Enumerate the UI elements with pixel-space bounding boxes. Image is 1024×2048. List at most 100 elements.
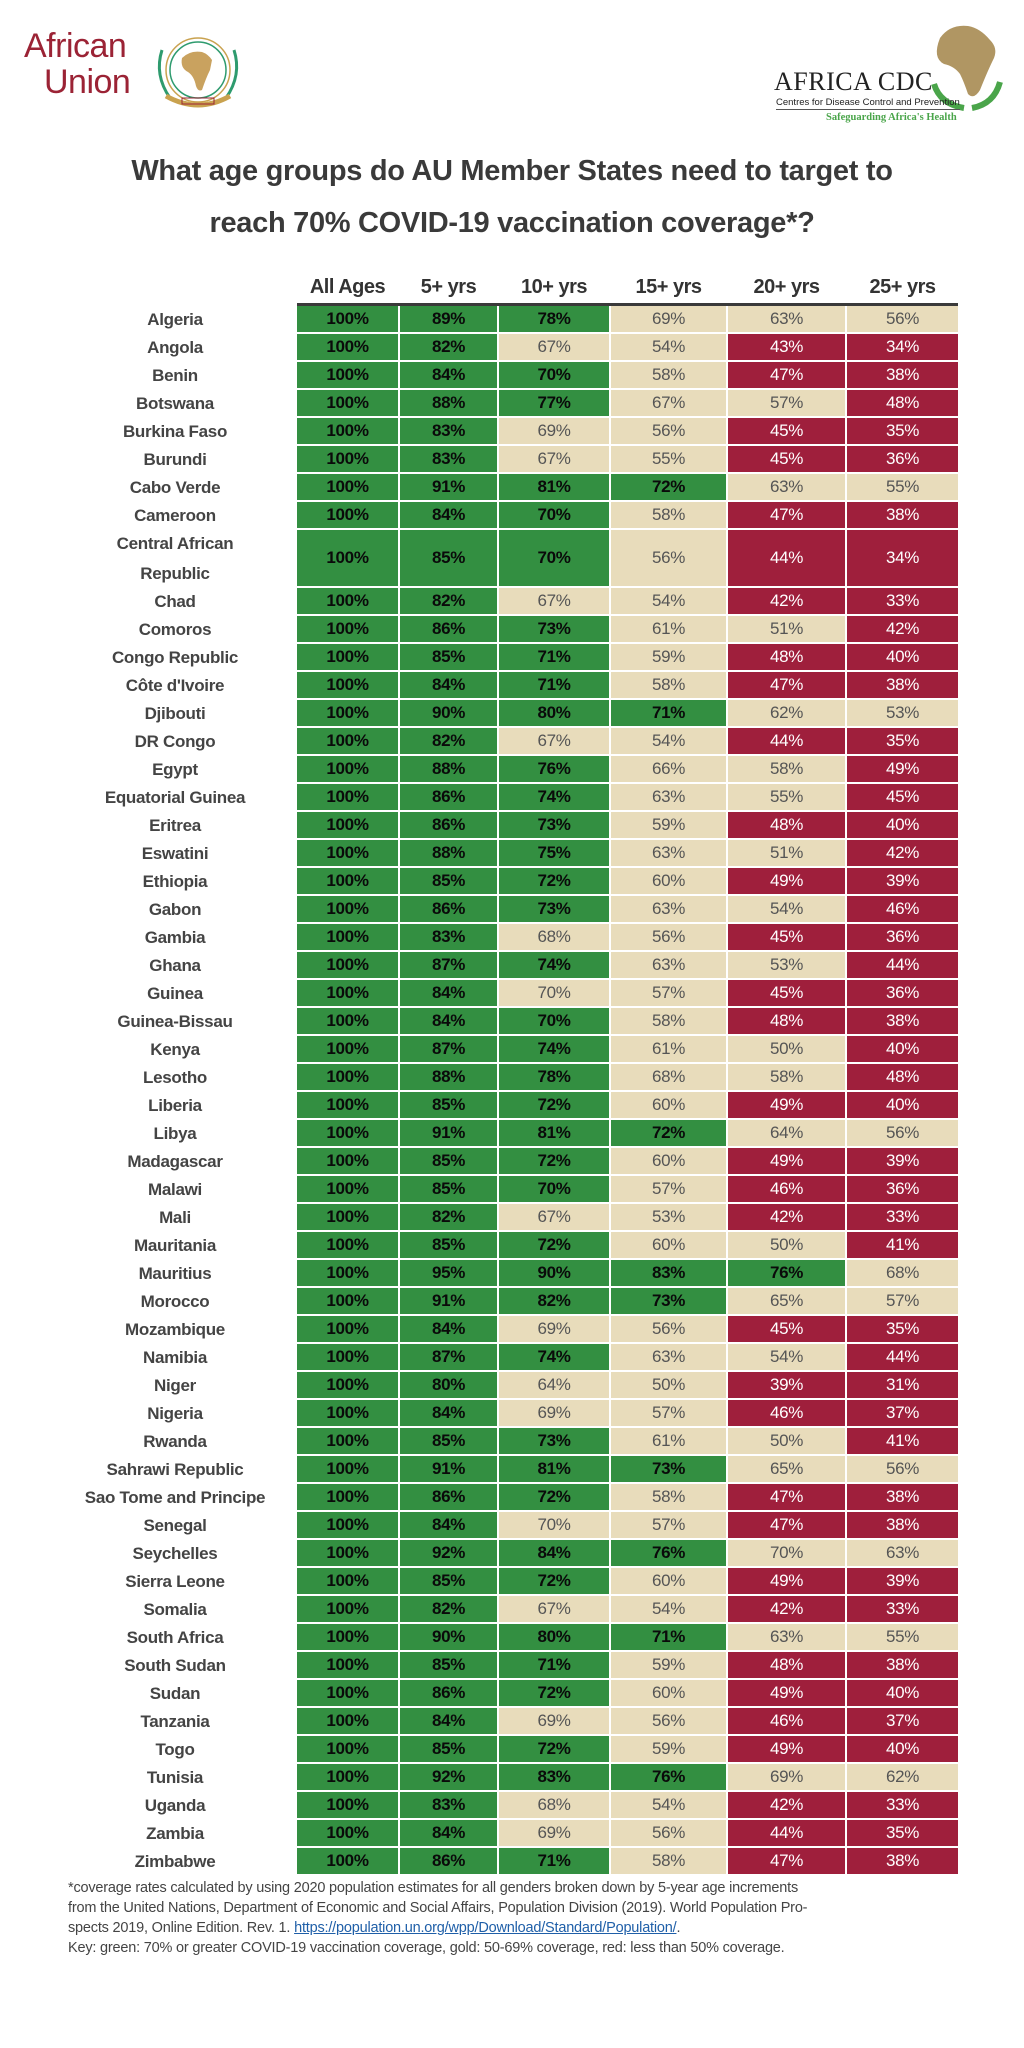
coverage-cell: 34% <box>847 530 958 586</box>
footnote-line-1: *coverage rates calculated by using 2020… <box>68 1880 799 1896</box>
coverage-cell: 85% <box>400 1232 497 1258</box>
coverage-cell: 45% <box>847 784 958 810</box>
coverage-cell: 78% <box>499 306 609 332</box>
country-name: Burundi <box>143 450 207 469</box>
un-population-link[interactable]: https://population.un.org/wpp/Download/S… <box>294 1920 677 1936</box>
table-row: Togo 100% 85% 72% 59% 49% 40% <box>60 1736 960 1764</box>
coverage-cell: 59% <box>611 1652 726 1678</box>
coverage-cell: 54% <box>611 728 726 754</box>
column-header: 10+ yrs <box>520 276 588 298</box>
title-line-2: reach 70% COVID-19 vaccination coverage*… <box>209 207 815 239</box>
country-name: Mauritius <box>138 1264 212 1283</box>
coverage-cell: 60% <box>611 1148 726 1174</box>
coverage-cell: 83% <box>499 1764 609 1790</box>
coverage-cell: 58% <box>728 1064 845 1090</box>
table-row: Eritrea 100% 86% 73% 59% 48% 40% <box>60 812 960 840</box>
coverage-cell: 100% <box>297 728 398 754</box>
coverage-cell: 44% <box>728 530 845 586</box>
country-name: Tunisia <box>146 1768 204 1787</box>
table-row: Morocco 100% 91% 82% 73% 65% 57% <box>60 1288 960 1316</box>
coverage-cell: 80% <box>499 1624 609 1650</box>
coverage-cell: 38% <box>847 1008 958 1034</box>
coverage-cell: 59% <box>611 812 726 838</box>
table-row: Senegal 100% 84% 70% 57% 47% 38% <box>60 1512 960 1540</box>
coverage-cell: 58% <box>611 362 726 388</box>
table-row: Somalia 100% 82% 67% 54% 42% 33% <box>60 1596 960 1624</box>
table-row: Sahrawi Republic 100% 91% 81% 73% 65% 56% <box>60 1456 960 1484</box>
coverage-cell: 100% <box>297 1848 398 1874</box>
table-row: Ghana 100% 87% 74% 63% 53% 44% <box>60 952 960 980</box>
coverage-cell: 38% <box>847 1848 958 1874</box>
coverage-cell: 45% <box>728 1316 845 1342</box>
coverage-cell: 100% <box>297 1708 398 1734</box>
coverage-cell: 69% <box>611 306 726 332</box>
coverage-cell: 38% <box>847 362 958 388</box>
coverage-cell: 40% <box>847 644 958 670</box>
coverage-cell: 45% <box>728 924 845 950</box>
coverage-cell: 76% <box>611 1540 726 1566</box>
coverage-cell: 69% <box>728 1764 845 1790</box>
coverage-cell: 35% <box>847 728 958 754</box>
country-name: Ghana <box>149 956 201 975</box>
coverage-cell: 49% <box>728 868 845 894</box>
coverage-cell: 49% <box>728 1092 845 1118</box>
coverage-cell: 89% <box>400 306 497 332</box>
country-name: Guinea <box>147 984 203 1003</box>
coverage-cell: 100% <box>297 868 398 894</box>
coverage-cell: 33% <box>847 1204 958 1230</box>
table-row: Malawi 100% 85% 70% 57% 46% 36% <box>60 1176 960 1204</box>
table-row: Equatorial Guinea 100% 86% 74% 63% 55% 45% <box>60 784 960 812</box>
au-logo-line1: African <box>24 27 127 65</box>
coverage-cell: 72% <box>499 1092 609 1118</box>
country-name: Angola <box>147 338 203 357</box>
coverage-cell: 72% <box>499 1736 609 1762</box>
coverage-cell: 40% <box>847 1092 958 1118</box>
coverage-cell: 64% <box>728 1120 845 1146</box>
country-name: Djibouti <box>144 704 206 723</box>
coverage-cell: 92% <box>400 1764 497 1790</box>
coverage-cell: 38% <box>847 1484 958 1510</box>
coverage-cell: 70% <box>499 530 609 586</box>
coverage-cell: 100% <box>297 1344 398 1370</box>
coverage-cell: 55% <box>728 784 845 810</box>
country-name: Botswana <box>136 394 214 413</box>
coverage-cell: 57% <box>611 1400 726 1426</box>
column-header: 5+ yrs <box>420 276 477 298</box>
coverage-cell: 61% <box>611 1428 726 1454</box>
coverage-cell: 100% <box>297 952 398 978</box>
coverage-cell: 84% <box>400 362 497 388</box>
coverage-cell: 81% <box>499 1120 609 1146</box>
coverage-cell: 83% <box>400 924 497 950</box>
coverage-cell: 85% <box>400 1428 497 1454</box>
coverage-cell: 75% <box>499 840 609 866</box>
coverage-cell: 57% <box>611 1512 726 1538</box>
country-name: Côte d'Ivoire <box>125 676 225 695</box>
table-row: Comoros 100% 86% 73% 61% 51% 42% <box>60 616 960 644</box>
africa-map-hands-icon <box>931 25 1003 111</box>
table-row: Lesotho 100% 88% 78% 68% 58% 48% <box>60 1064 960 1092</box>
coverage-cell: 47% <box>728 672 845 698</box>
coverage-cell: 90% <box>400 1624 497 1650</box>
coverage-cell: 85% <box>400 1092 497 1118</box>
coverage-cell: 36% <box>847 1176 958 1202</box>
coverage-cell: 58% <box>728 756 845 782</box>
coverage-cell: 54% <box>728 896 845 922</box>
country-name: Congo Republic <box>111 648 239 667</box>
coverage-cell: 63% <box>611 1344 726 1370</box>
table-row: Zimbabwe 100% 86% 71% 58% 47% 38% <box>60 1848 960 1876</box>
african-union-logo: African Union <box>24 28 244 108</box>
coverage-cell: 82% <box>400 1204 497 1230</box>
coverage-cell: 50% <box>728 1232 845 1258</box>
country-name: Ethiopia <box>142 872 208 891</box>
column-header: 15+ yrs <box>635 276 702 298</box>
coverage-cell: 100% <box>297 1092 398 1118</box>
coverage-cell: 84% <box>400 1820 497 1846</box>
coverage-cell: 84% <box>400 502 497 528</box>
coverage-cell: 72% <box>499 1148 609 1174</box>
coverage-cell: 100% <box>297 474 398 500</box>
table-row: Libya 100% 91% 81% 72% 64% 56% <box>60 1120 960 1148</box>
coverage-cell: 84% <box>400 1400 497 1426</box>
coverage-cell: 100% <box>297 812 398 838</box>
coverage-cell: 100% <box>297 1652 398 1678</box>
coverage-cell: 48% <box>728 1008 845 1034</box>
